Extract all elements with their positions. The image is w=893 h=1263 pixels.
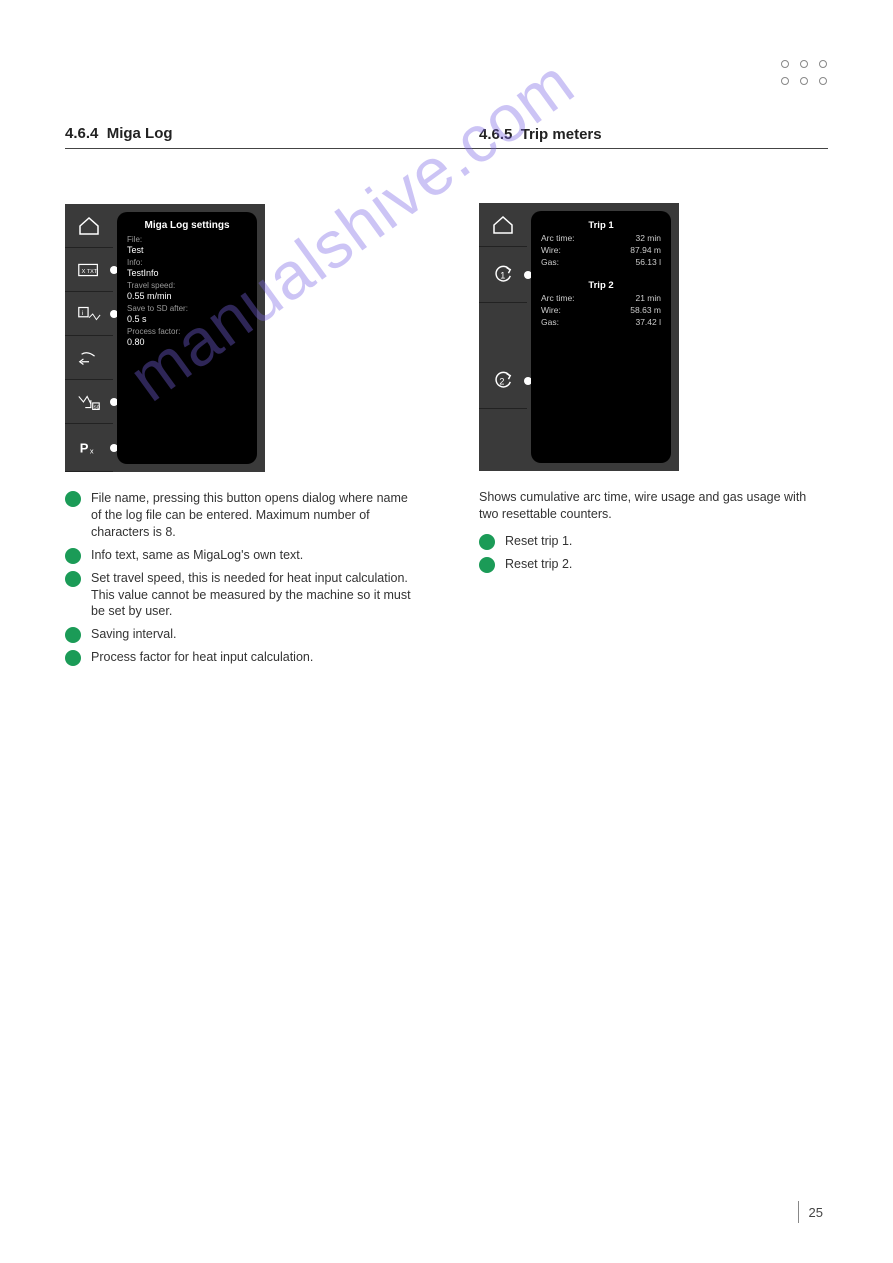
item-text-1: File name, pressing this button opens di… [91, 490, 414, 541]
home-icon [65, 204, 113, 248]
list-item: Set travel speed, this is needed for hea… [65, 570, 414, 621]
label-pf: Process factor: [127, 327, 247, 336]
bullet-r2 [479, 557, 495, 573]
trip1-gas-label: Gas: [541, 257, 559, 267]
trip2-gas: 37.42 l [635, 317, 661, 327]
list-item: Process factor for heat input calculatio… [65, 649, 414, 666]
device-mock-right: 1 2 Trip 1 Arc time:32 min Wire:87.94 m … [479, 203, 679, 471]
item-text-3: Set travel speed, this is needed for hea… [91, 570, 414, 621]
file-name-icon: X TXT [65, 248, 113, 292]
trip1-arc: 32 min [635, 233, 661, 243]
item-text-r2: Reset trip 2. [505, 556, 572, 573]
value-file: Test [127, 245, 247, 255]
value-save: 0.5 s [127, 314, 247, 324]
section-title-2: Trip meters [521, 126, 602, 143]
list-item: Reset trip 2. [479, 556, 828, 573]
svg-text:2: 2 [499, 376, 504, 386]
item-text-2: Info text, same as MigaLog's own text. [91, 547, 303, 564]
home-icon [479, 203, 527, 247]
value-info: TestInfo [127, 268, 247, 278]
bullet-r1 [479, 534, 495, 550]
svg-text:i: i [82, 309, 83, 316]
item-text-4: Saving interval. [91, 626, 176, 643]
svg-text:X TXT: X TXT [82, 268, 98, 274]
item-text-5: Process factor for heat input calculatio… [91, 649, 313, 666]
bullet-3 [65, 571, 81, 587]
svg-text:SD: SD [94, 404, 101, 409]
svg-text:x: x [90, 446, 94, 455]
trip1-title: Trip 1 [541, 220, 661, 231]
empty-cell [479, 409, 527, 471]
label-speed: Travel speed: [127, 281, 247, 290]
bullet-5 [65, 650, 81, 666]
bullet-4 [65, 627, 81, 643]
value-speed: 0.55 m/min [127, 291, 247, 301]
info-icon: i [65, 292, 113, 336]
trip2-gas-label: Gas: [541, 317, 559, 327]
section-header-right: 4.6.5 Trip meters [479, 126, 828, 143]
page-number: 25 [798, 1201, 823, 1223]
trip1-arc-label: Arc time: [541, 233, 575, 243]
trip2-arc: 21 min [635, 293, 661, 303]
bullet-2 [65, 548, 81, 564]
right-caption: Shows cumulative arc time, wire usage an… [479, 489, 828, 523]
section-title-1: Miga Log [107, 125, 173, 142]
trip1-wire: 87.94 m [630, 245, 661, 255]
screen-title: Miga Log settings [127, 220, 247, 231]
label-info: Info: [127, 258, 247, 267]
reset-trip2-icon: 2 [479, 353, 527, 409]
trip1-gas: 56.13 l [635, 257, 661, 267]
bullet-1 [65, 491, 81, 507]
list-item: Saving interval. [65, 626, 414, 643]
list-item: File name, pressing this button opens di… [65, 490, 414, 541]
trip1-wire-label: Wire: [541, 245, 561, 255]
list-item: Info text, same as MigaLog's own text. [65, 547, 414, 564]
svg-text:P: P [80, 440, 89, 455]
list-item: Reset trip 1. [479, 533, 828, 550]
process-factor-icon: Px [65, 424, 113, 472]
save-sd-icon: SD [65, 380, 113, 424]
trip2-arc-label: Arc time: [541, 293, 575, 303]
section-number-1: 4.6.4 [65, 125, 98, 142]
device-mock-left: X TXT i SD Px [65, 204, 265, 472]
svg-text:1: 1 [500, 270, 505, 280]
trip2-wire: 58.63 m [630, 305, 661, 315]
label-save: Save to SD after: [127, 304, 247, 313]
travel-speed-icon [65, 336, 113, 380]
trip2-title: Trip 2 [541, 280, 661, 291]
item-text-r1: Reset trip 1. [505, 533, 572, 550]
value-pf: 0.80 [127, 337, 247, 347]
label-file: File: [127, 235, 247, 244]
trip2-wire-label: Wire: [541, 305, 561, 315]
section-number-2: 4.6.5 [479, 126, 512, 143]
reset-trip1-icon: 1 [479, 247, 527, 303]
brand-dots [781, 60, 831, 89]
spacer-cell [479, 303, 527, 353]
